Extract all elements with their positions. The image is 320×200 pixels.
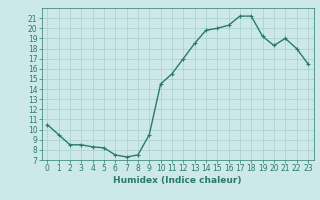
X-axis label: Humidex (Indice chaleur): Humidex (Indice chaleur): [113, 176, 242, 185]
